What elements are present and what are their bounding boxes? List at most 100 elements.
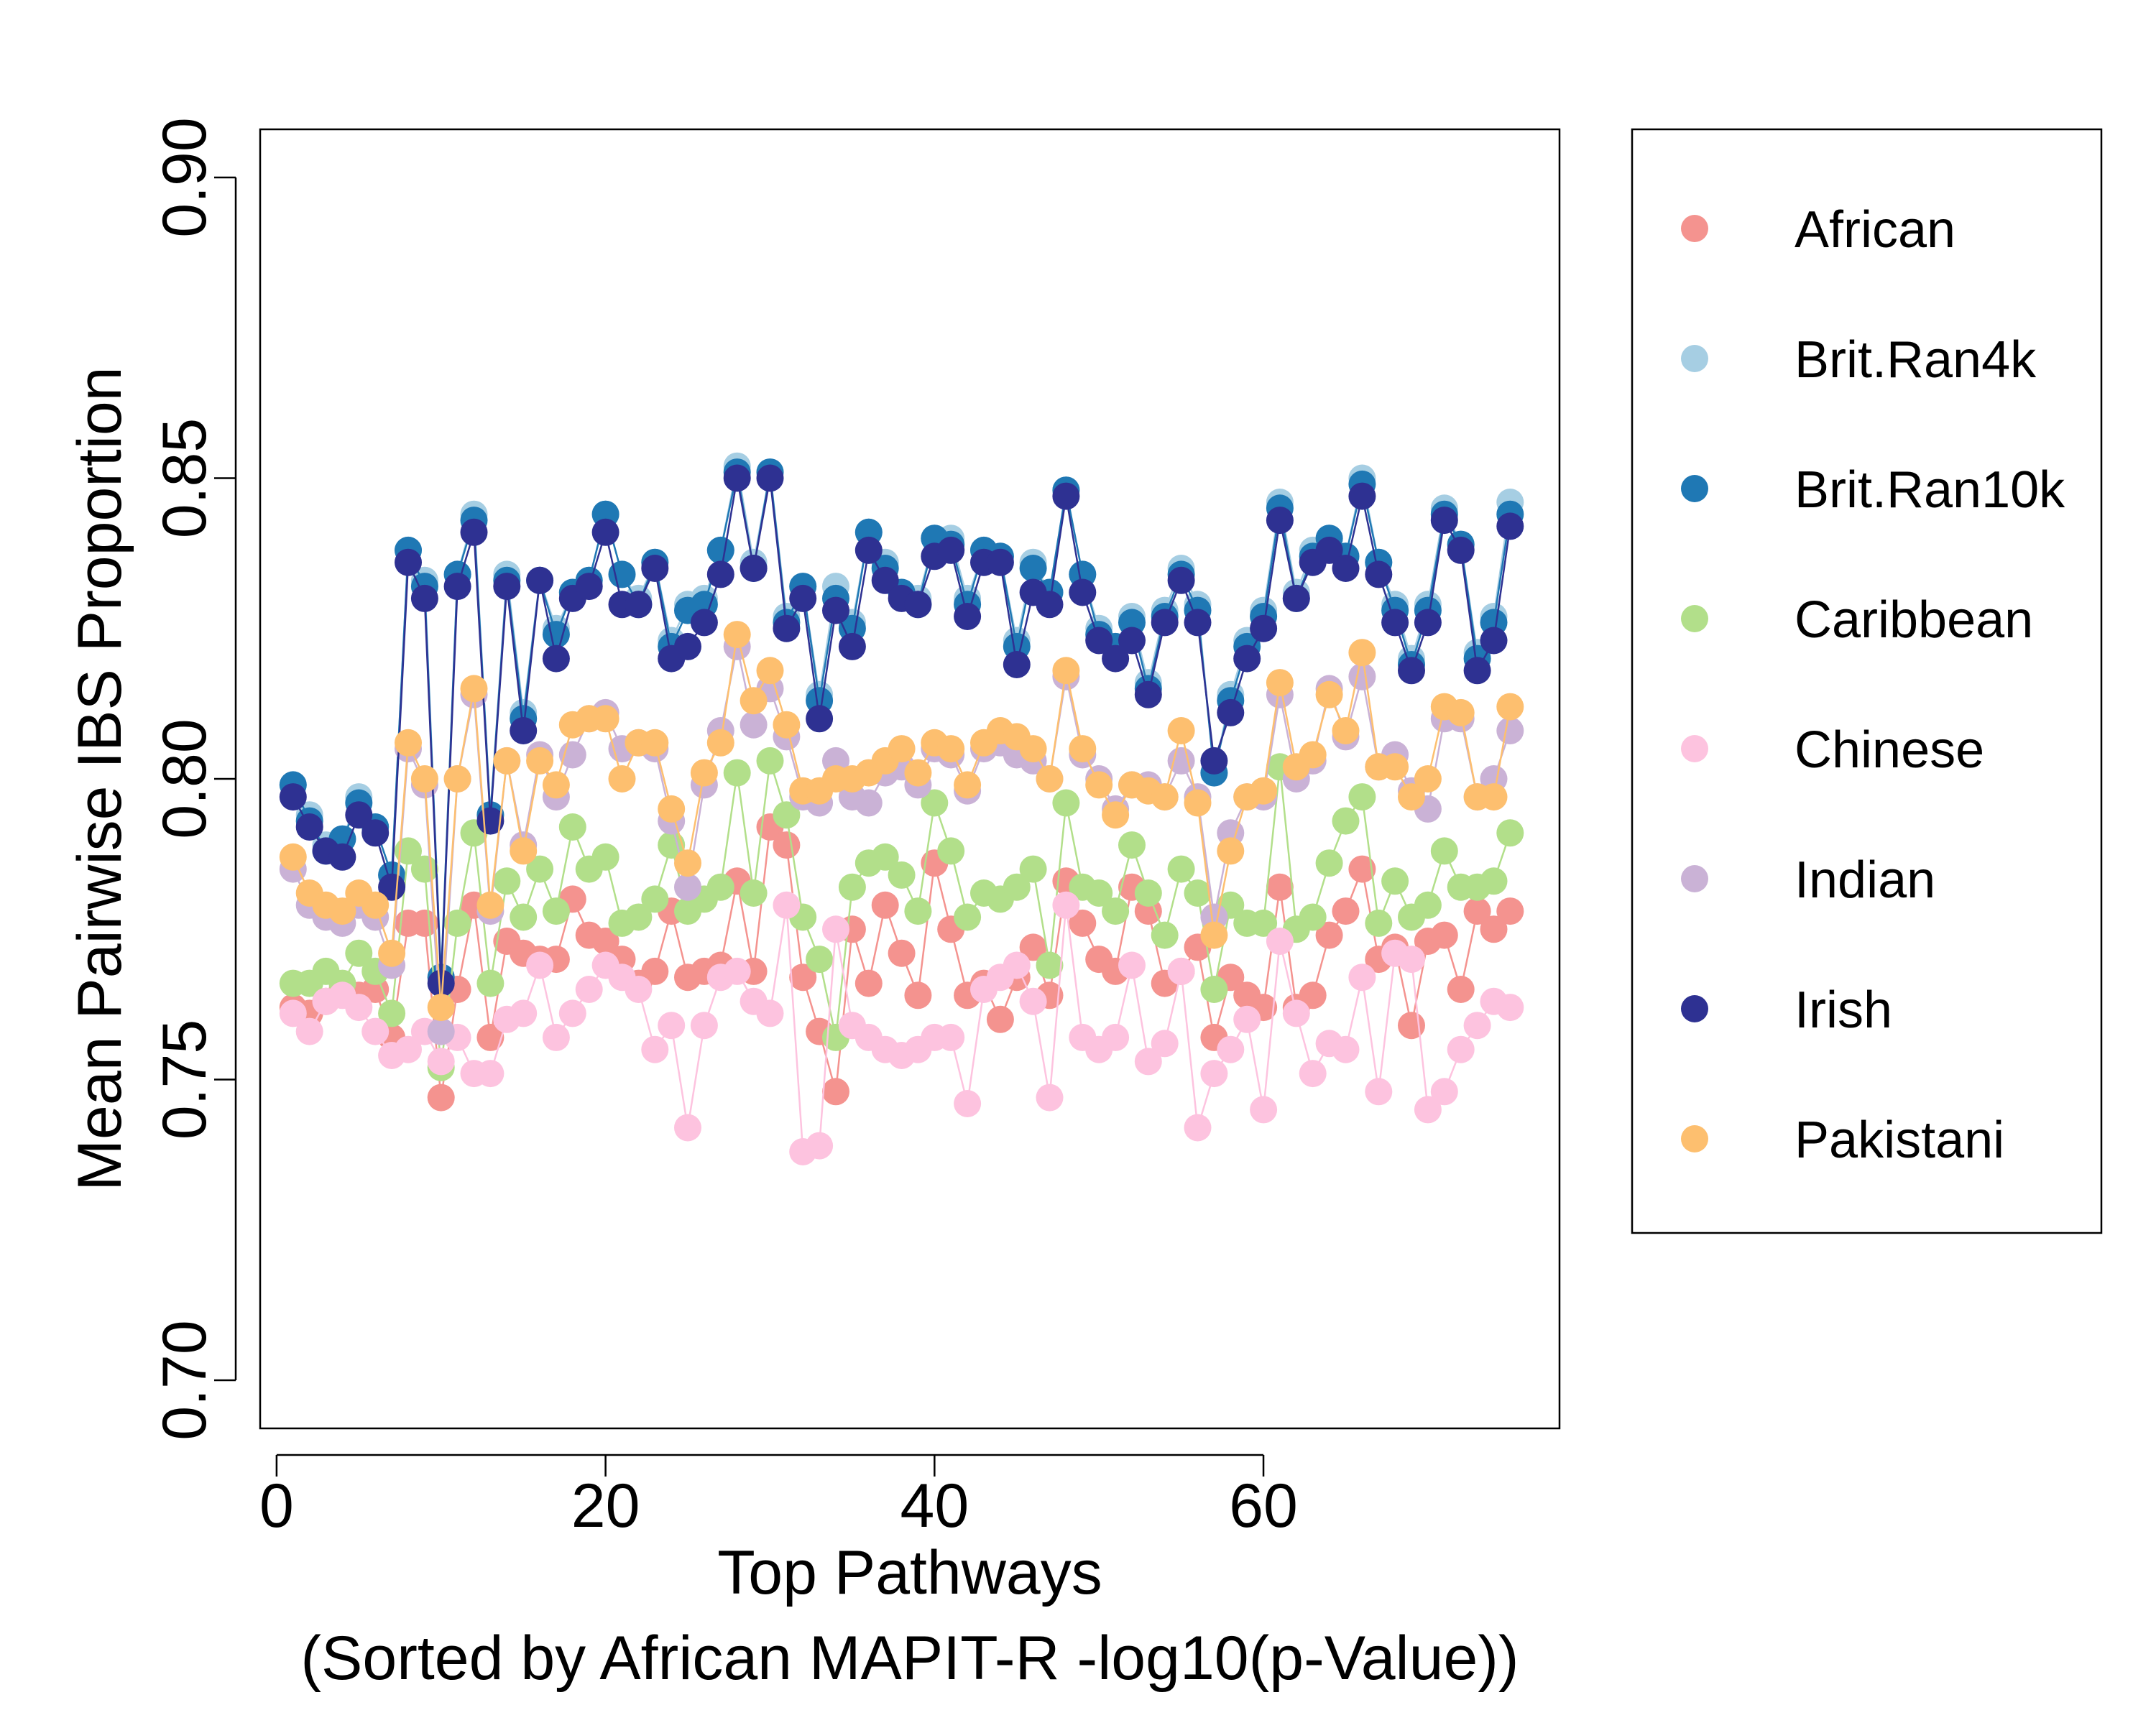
x-tick-label: 40 — [900, 1471, 969, 1540]
data-point — [1398, 657, 1425, 685]
data-point — [658, 1012, 686, 1040]
data-point — [427, 1084, 455, 1112]
data-point — [1463, 897, 1491, 925]
data-point — [1036, 1084, 1064, 1112]
data-point — [789, 584, 817, 612]
legend-marker — [1681, 995, 1708, 1022]
data-point — [1480, 627, 1508, 655]
data-point — [1167, 566, 1195, 594]
legend-item: African — [1681, 201, 1955, 259]
data-point — [1217, 837, 1245, 865]
data-point — [1052, 891, 1080, 919]
data-point — [937, 837, 965, 865]
data-point — [328, 897, 356, 925]
data-point — [443, 573, 471, 601]
data-point — [1299, 903, 1327, 931]
data-point — [1036, 765, 1064, 793]
data-point — [1266, 873, 1294, 901]
data-point — [1151, 783, 1179, 811]
data-point — [410, 855, 438, 883]
y-tick-label: 0.85 — [150, 418, 219, 538]
data-point — [1480, 915, 1508, 943]
data-point — [1430, 1078, 1458, 1106]
data-point — [1184, 879, 1212, 907]
data-point — [1414, 609, 1442, 637]
data-point — [1266, 928, 1294, 955]
data-point — [1102, 1023, 1130, 1051]
data-point — [641, 729, 669, 757]
data-point — [986, 548, 1014, 576]
data-point — [1250, 614, 1278, 642]
data-point — [1167, 747, 1195, 775]
data-point — [773, 801, 801, 829]
data-point — [1496, 897, 1524, 925]
data-point — [1447, 536, 1475, 564]
data-point — [706, 873, 734, 901]
legend-item: Pakistani — [1681, 1112, 2004, 1169]
data-point — [1332, 1035, 1360, 1063]
data-point — [904, 981, 932, 1009]
series-layer — [279, 452, 1524, 1165]
data-point — [1365, 560, 1393, 588]
data-point — [937, 536, 965, 564]
data-point — [1019, 555, 1047, 582]
data-point — [1315, 536, 1343, 564]
data-point — [1019, 855, 1047, 883]
data-point — [1463, 657, 1491, 685]
data-point — [1250, 909, 1278, 937]
data-point — [854, 536, 883, 564]
data-point — [1052, 482, 1080, 510]
data-point — [1151, 1030, 1179, 1058]
data-point — [1134, 1048, 1162, 1076]
data-point — [1266, 669, 1294, 697]
legend-item: Caribbean — [1681, 591, 2033, 649]
data-point — [460, 518, 488, 546]
data-point — [443, 765, 471, 793]
y-tick-label: 0.70 — [150, 1320, 219, 1440]
legend-marker — [1681, 605, 1708, 632]
data-point — [641, 885, 669, 913]
data-point — [591, 705, 619, 733]
data-point — [1398, 783, 1425, 811]
data-point — [378, 873, 406, 901]
data-point — [1184, 609, 1212, 637]
data-point — [1019, 933, 1047, 961]
data-point — [625, 976, 653, 1003]
data-point — [1036, 951, 1064, 979]
legend-item: Irish — [1681, 981, 1892, 1039]
data-point — [1398, 946, 1425, 974]
data-point — [1134, 680, 1162, 708]
legend: African Brit.Ran4k Brit.Ran10k Caribbean Chi… — [1681, 201, 2065, 1169]
data-point — [1200, 1060, 1228, 1088]
data-point — [295, 813, 323, 841]
data-point — [395, 729, 422, 757]
data-point — [888, 861, 916, 889]
data-point — [888, 735, 916, 763]
data-point — [493, 867, 521, 895]
x-axis: 0 20 40 60 — [259, 1454, 1298, 1540]
data-point — [740, 555, 768, 582]
data-point — [1003, 651, 1031, 678]
legend-item: Indian — [1681, 851, 1935, 909]
data-point — [279, 843, 307, 871]
legend-marker — [1681, 735, 1708, 762]
data-point — [1381, 753, 1409, 781]
data-point — [1184, 1114, 1212, 1142]
data-point — [608, 765, 636, 793]
legend-label: Pakistani — [1795, 1112, 2004, 1169]
data-point — [510, 999, 538, 1027]
data-point — [476, 969, 505, 997]
x-axis-subtitle: (Sorted by African MAPIT-R -log10(p-Valu… — [300, 1624, 1519, 1693]
x-tick-label: 20 — [571, 1471, 640, 1540]
data-point — [1348, 482, 1376, 510]
data-point — [378, 999, 406, 1027]
data-point — [822, 596, 849, 624]
data-point — [1299, 741, 1327, 769]
legend-label: Brit.Ran10k — [1795, 461, 2065, 519]
data-point — [871, 843, 899, 871]
data-point — [395, 548, 422, 576]
data-point — [1348, 964, 1376, 992]
data-point — [558, 999, 586, 1027]
